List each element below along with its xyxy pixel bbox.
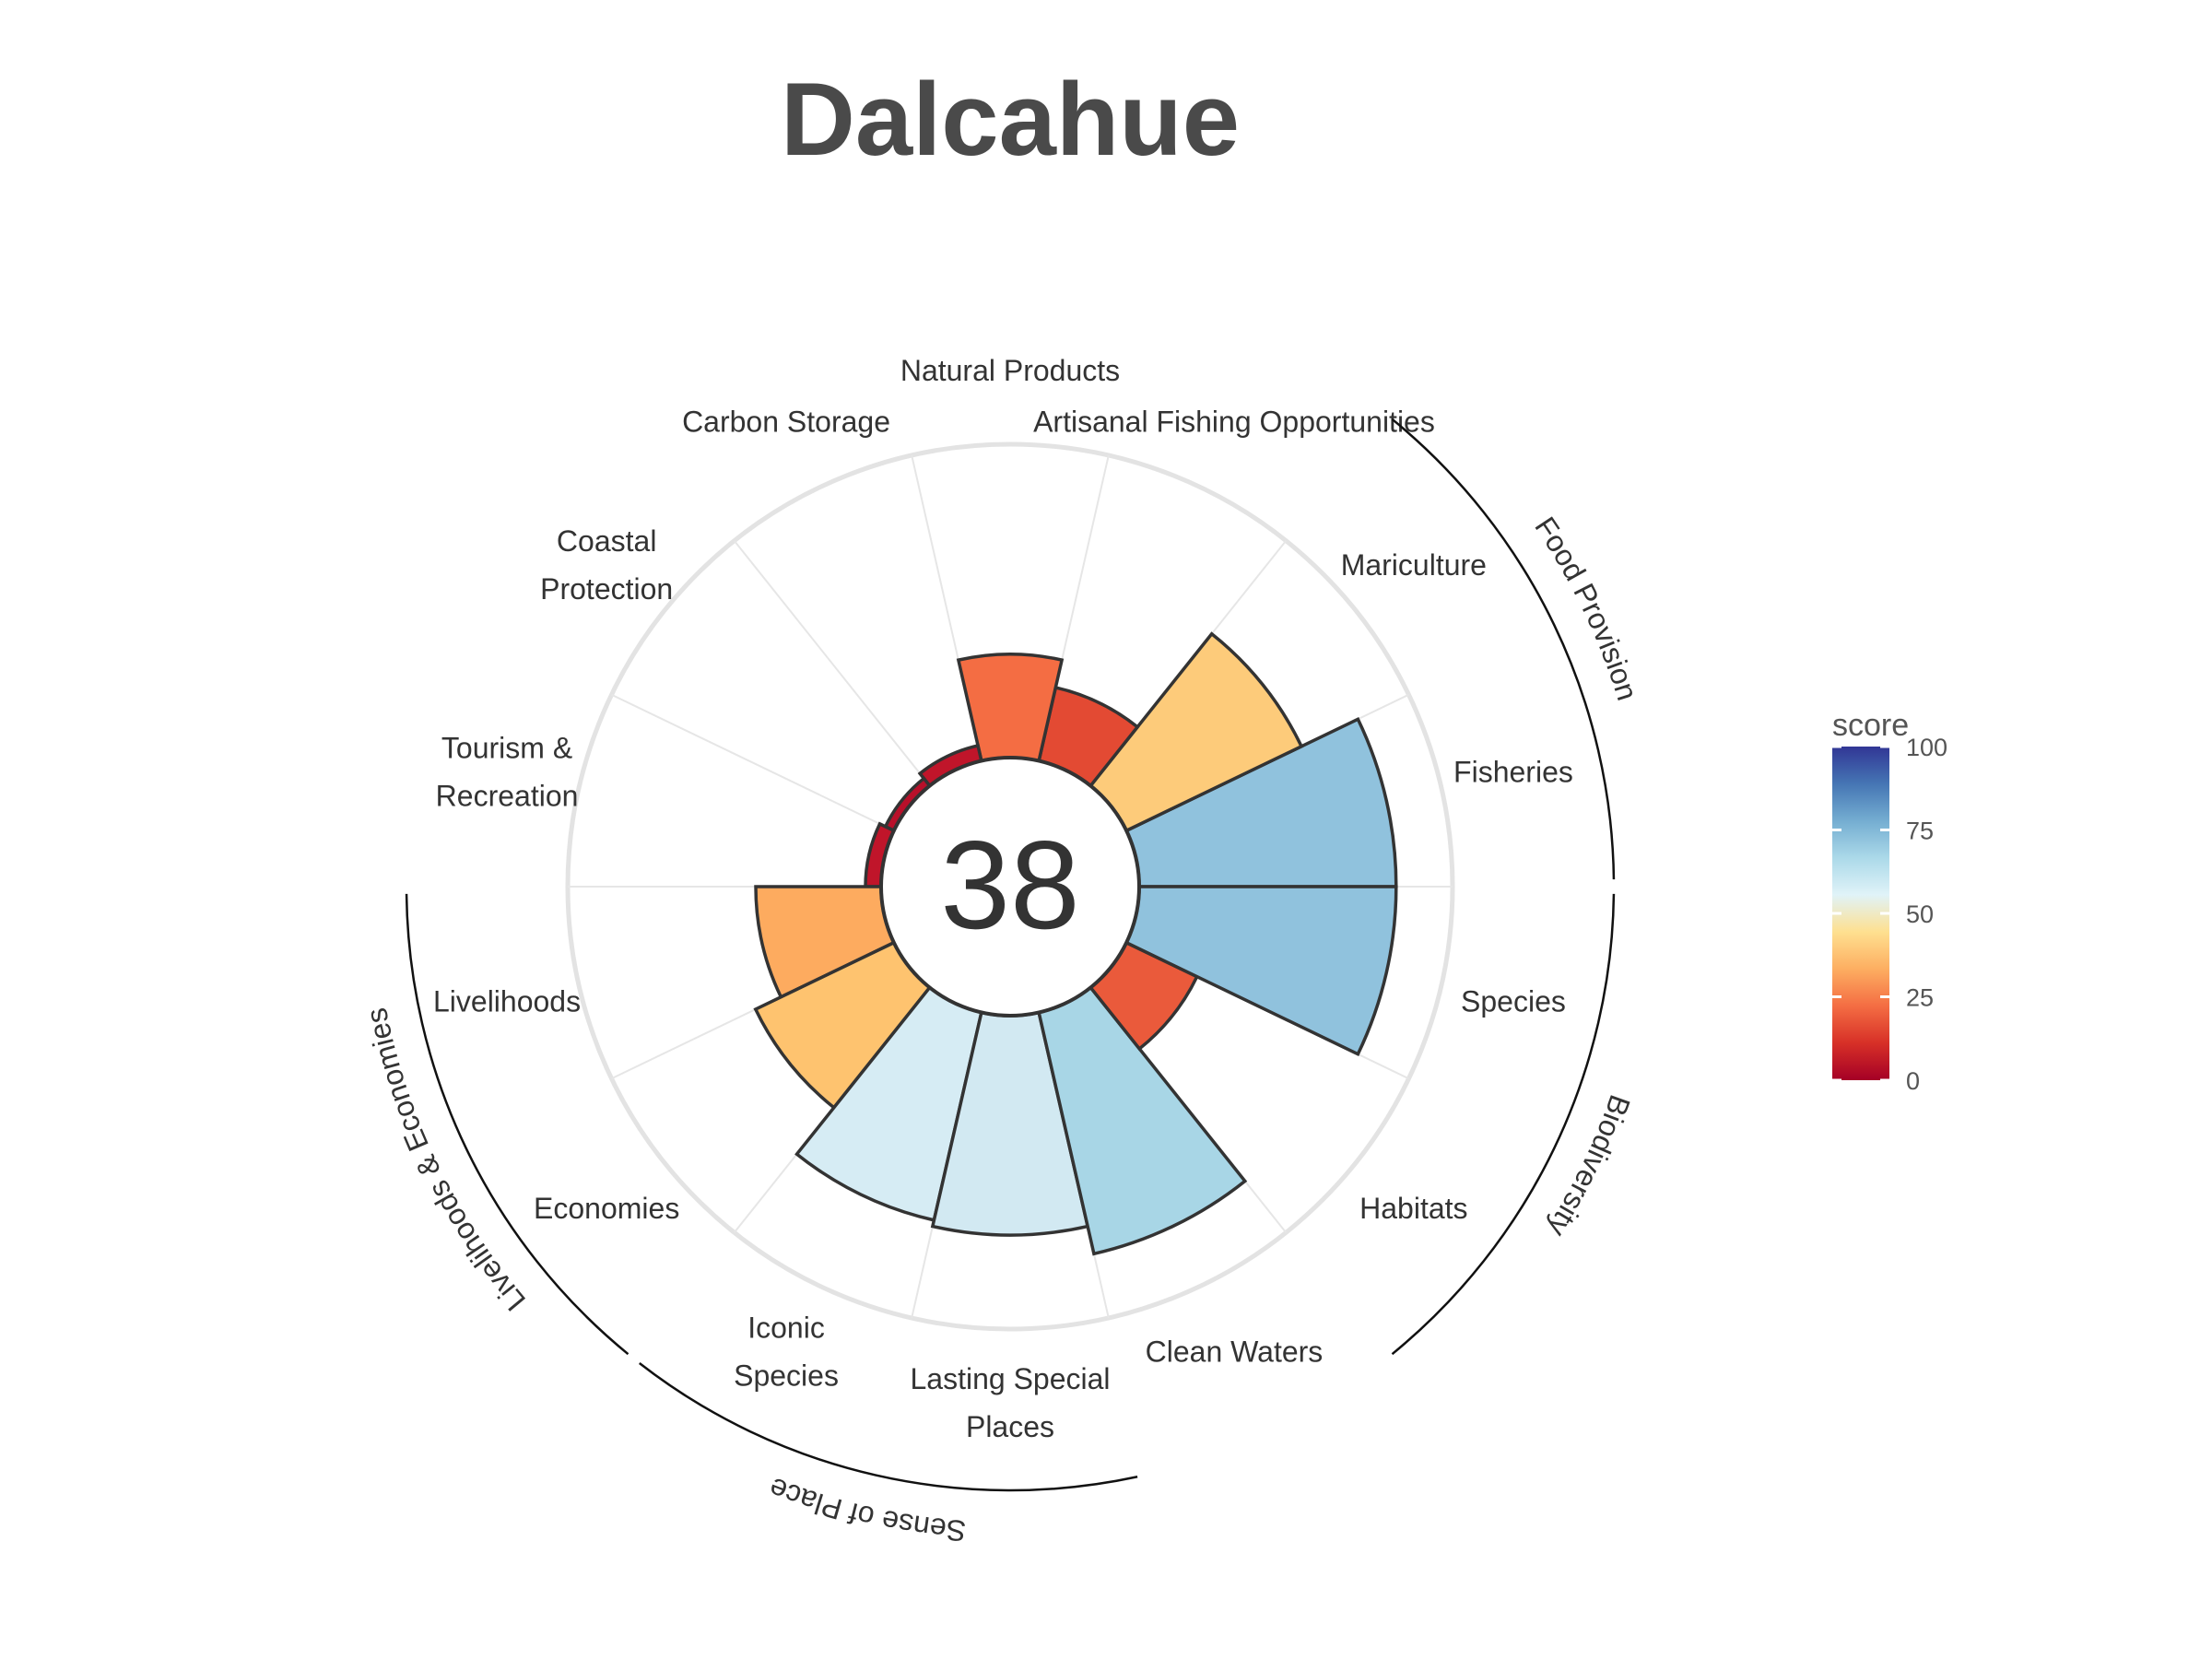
goal-label-line: Coastal [557, 524, 657, 558]
goal-label-line: Habitats [1359, 1192, 1467, 1225]
group-label-text: Sense of Place [764, 1471, 967, 1547]
goal-label-line: Natural Products [900, 354, 1120, 387]
center-group: 38 [879, 756, 1141, 1018]
goal-label-line: Artisanal Fishing Opportunities [1033, 405, 1435, 438]
goal-label-livelihoods: Livelihoods [433, 985, 581, 1018]
goal-label-line: Clean Waters [1146, 1335, 1324, 1369]
goal-label-tourism-and-recreation: Tourism & Recreation [436, 731, 579, 812]
goal-label-coastal-protection: Coastal Protection [540, 524, 673, 606]
goal-label-line: Iconic [747, 1312, 825, 1345]
goal-label-carbon-storage: Carbon Storage [682, 405, 890, 438]
goal-label-line: Mariculture [1341, 548, 1487, 582]
goal-label-line: Tourism & [441, 731, 572, 764]
goal-label-line: Livelihoods [433, 985, 581, 1018]
petals [753, 631, 1398, 1256]
goal-label-lasting-special-places: Lasting Special Places [910, 1362, 1110, 1443]
legend-tick-label: 25 [1906, 984, 1934, 1012]
goal-label-fisheries: Fisheries [1453, 755, 1573, 788]
goal-label-economies: Economies [534, 1192, 679, 1225]
group-label-path [619, 1389, 1144, 1523]
goal-label-line: Fisheries [1453, 755, 1573, 788]
legend-tick-label: 50 [1906, 900, 1934, 928]
goal-label-mariculture: Mariculture [1341, 548, 1487, 582]
goal-label-line: Lasting Special [910, 1362, 1110, 1395]
group-label-livelihoods-and-economies: Livelihoods & Economies [359, 1006, 532, 1318]
legend-title: score [1832, 708, 1909, 743]
goal-label-line: Carbon Storage [682, 405, 890, 438]
radial-grid-line [611, 693, 895, 832]
group-arc-food-provision [1391, 418, 1616, 880]
group-label-sense-of-place: Sense of Place [764, 1471, 967, 1547]
legend-colorbar [1832, 747, 1889, 1080]
center-score: 38 [940, 815, 1079, 955]
center-circle [879, 756, 1141, 1018]
goal-label-line: Protection [540, 572, 673, 606]
goal-label-clean-waters: Clean Waters [1146, 1335, 1324, 1369]
goal-label-natural-products: Natural Products [900, 354, 1120, 387]
goal-label-line: Species [734, 1359, 839, 1393]
goal-label-line: Recreation [436, 779, 579, 812]
goal-label-habitats: Habitats [1359, 1192, 1467, 1225]
legend-tick-label: 100 [1906, 734, 1947, 761]
goal-labels: Fisheries Mariculture Artisanal Fishing Op… [433, 354, 1573, 1443]
group-arc-sense-of-place [639, 1361, 1138, 1492]
chart-title: Dalcahue [781, 62, 1240, 177]
radial-grid-line [733, 540, 931, 787]
group-label-text: Biodiversity [1541, 1090, 1637, 1242]
goal-label-species: Species [1461, 985, 1566, 1018]
goal-label-line: Species [1461, 985, 1566, 1018]
group-arc-livelihoods-and-economies [405, 893, 629, 1356]
legend-tick-label: 75 [1906, 818, 1934, 845]
goal-label-artisanal-fishing-opportunities: Artisanal Fishing Opportunities [1033, 405, 1435, 438]
group-label-biodiversity: Biodiversity [1541, 1090, 1637, 1242]
goal-label-line: Economies [534, 1192, 679, 1225]
group-arc-biodiversity [1391, 893, 1616, 1356]
goal-label-line: Places [966, 1410, 1054, 1443]
goal-label-iconic-species: Iconic Species [734, 1312, 839, 1393]
legend-tick-label: 0 [1906, 1067, 1920, 1095]
group-label-text: Livelihoods & Economies [359, 1006, 532, 1318]
